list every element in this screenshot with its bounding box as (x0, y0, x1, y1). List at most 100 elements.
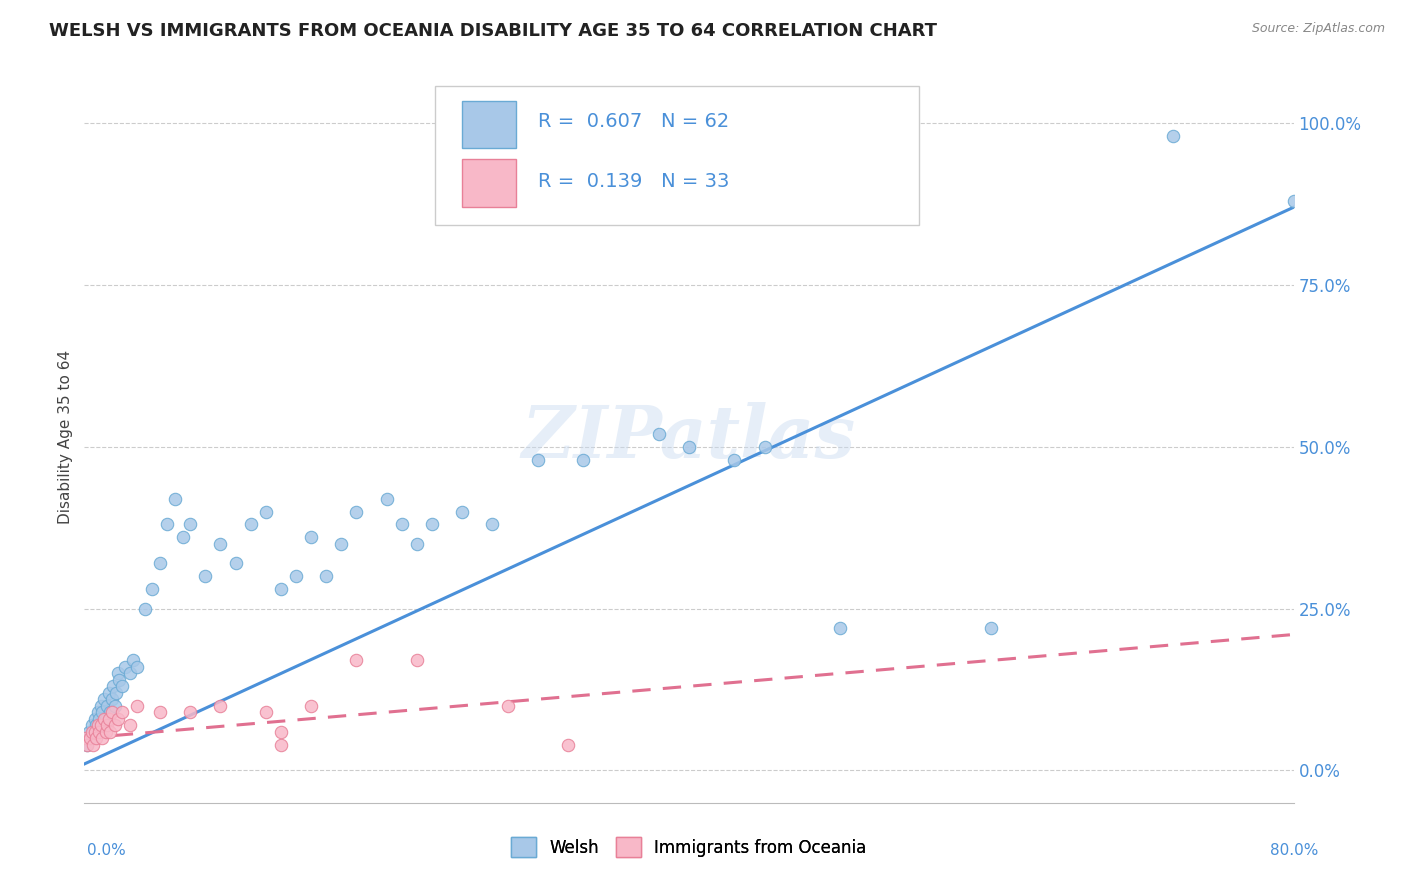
FancyBboxPatch shape (461, 101, 516, 148)
Point (270, 724, 292, 739)
Point (107, 666, 129, 681)
Point (118, 666, 141, 681)
Point (94, 712, 117, 726)
Point (86, 718, 108, 732)
Point (1282, 194, 1305, 208)
Point (77, 724, 100, 739)
Point (104, 718, 127, 732)
Point (127, 660, 149, 674)
Point (84, 724, 107, 739)
Point (284, 569, 308, 583)
Point (111, 705, 134, 719)
FancyBboxPatch shape (434, 86, 918, 225)
Point (149, 557, 172, 571)
Point (754, 440, 776, 454)
Point (80, 724, 103, 739)
Point (105, 686, 128, 700)
Point (572, 452, 595, 467)
Point (1161, 129, 1184, 144)
Point (100, 705, 122, 719)
Point (406, 653, 429, 667)
Point (209, 537, 232, 551)
Point (172, 530, 194, 544)
Point (97, 712, 120, 726)
Legend: Welsh, Immigrants from Oceania: Welsh, Immigrants from Oceania (505, 830, 873, 864)
Point (91, 731, 114, 745)
Point (82, 738, 104, 752)
Point (91, 705, 114, 719)
Point (315, 569, 337, 583)
Point (134, 601, 156, 615)
Point (830, 621, 852, 635)
Point (270, 738, 292, 752)
Point (346, 653, 368, 667)
Point (82, 724, 104, 739)
Point (80, 718, 103, 732)
Point (239, 517, 262, 532)
Y-axis label: Disability Age 35 to 64: Disability Age 35 to 64 (58, 350, 73, 524)
Point (76, 738, 98, 752)
Point (93, 692, 115, 706)
Point (496, 698, 519, 713)
Point (209, 698, 232, 713)
Point (254, 705, 277, 719)
Point (98, 705, 121, 719)
Point (391, 517, 413, 532)
Point (97, 686, 120, 700)
Point (79, 731, 101, 745)
Point (270, 582, 292, 597)
Text: ZIPatlas: ZIPatlas (522, 401, 856, 473)
Point (406, 537, 429, 551)
Point (89, 712, 111, 726)
Point (557, 738, 579, 752)
Point (93, 712, 115, 726)
Point (84, 712, 107, 726)
Point (90, 718, 112, 732)
Point (87, 705, 110, 719)
Point (94, 724, 117, 739)
Point (73, 731, 96, 745)
Point (451, 504, 474, 518)
Text: R =  0.607   N = 62: R = 0.607 N = 62 (538, 112, 730, 130)
Point (98, 724, 121, 739)
Point (86, 731, 108, 745)
Point (96, 718, 118, 732)
Point (107, 712, 129, 726)
Text: 0.0%: 0.0% (87, 843, 127, 858)
Point (723, 452, 745, 467)
Point (420, 517, 443, 532)
Point (118, 718, 141, 732)
Point (101, 679, 124, 693)
Text: Source: ZipAtlas.com: Source: ZipAtlas.com (1251, 22, 1385, 36)
Point (127, 698, 149, 713)
Point (179, 517, 201, 532)
Point (194, 569, 217, 583)
Point (179, 705, 201, 719)
Point (375, 491, 398, 506)
Point (90, 698, 112, 713)
Point (299, 698, 322, 713)
Point (678, 440, 700, 454)
Point (156, 517, 179, 532)
Point (163, 491, 186, 506)
Point (526, 452, 548, 467)
Point (108, 673, 131, 687)
Point (104, 698, 127, 713)
Point (121, 653, 143, 667)
Point (100, 692, 122, 706)
FancyBboxPatch shape (461, 159, 516, 207)
Point (89, 724, 111, 739)
Point (73, 731, 96, 745)
Text: R =  0.139   N = 33: R = 0.139 N = 33 (538, 171, 730, 191)
Point (149, 705, 172, 719)
Point (87, 718, 110, 732)
Point (225, 557, 247, 571)
Point (141, 582, 163, 597)
Point (330, 537, 353, 551)
Point (346, 504, 368, 518)
Point (114, 660, 136, 674)
Point (481, 517, 503, 532)
Text: 80.0%: 80.0% (1271, 843, 1319, 858)
Point (76, 738, 98, 752)
Point (111, 679, 134, 693)
